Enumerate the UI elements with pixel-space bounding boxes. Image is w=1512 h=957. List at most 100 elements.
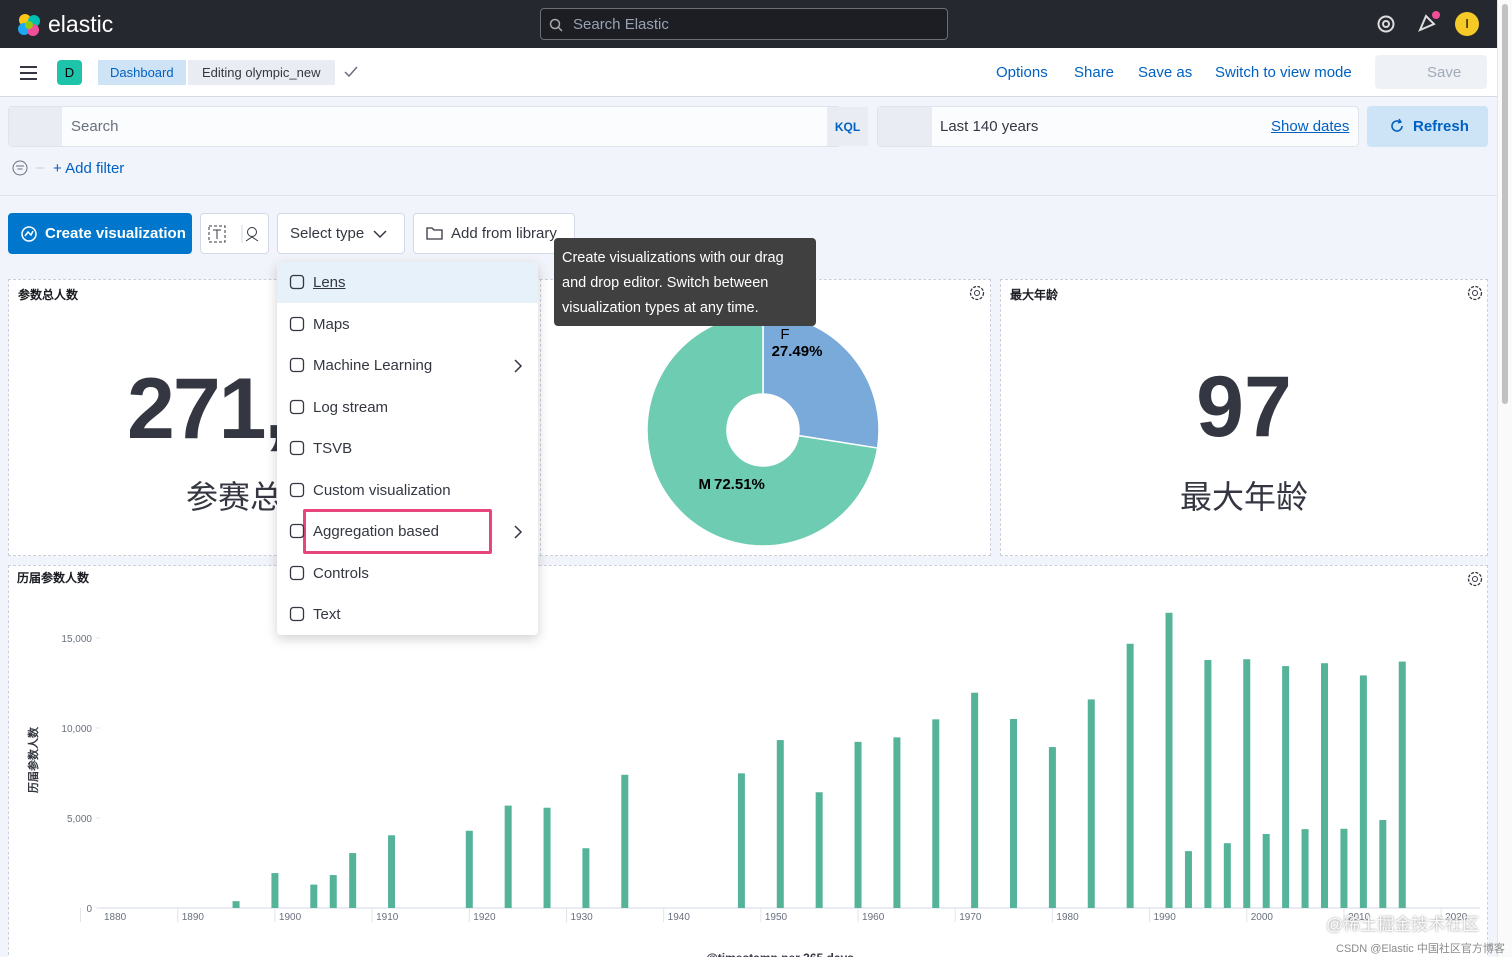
x-tick-label: 1910 [376,912,399,923]
x-tick-label: 1960 [862,912,885,923]
select-type-label: Select type [290,225,365,242]
icon-shape [289,357,305,373]
space-badge[interactable]: D [57,60,82,85]
menu-item[interactable]: TSVB [277,428,538,469]
bar [388,835,396,908]
save-as-link[interactable]: Save as [1138,64,1193,81]
menu-icon [289,440,305,456]
y-tick-label: 0 [86,904,92,915]
menu-label: Maps [313,315,350,333]
x-tick-label: 1940 [668,912,691,923]
add-filter[interactable]: + Add filter [53,160,125,177]
bar [1010,719,1018,908]
panel-settings[interactable] [1466,570,1484,588]
chevron-path [514,359,523,373]
quick-buttons[interactable] [200,213,269,254]
menu-item[interactable]: Machine Learning [277,345,538,386]
tooltip: Create visualizations with our drag and … [554,238,816,326]
create-label: Create visualization [45,225,186,242]
refresh-button[interactable]: Refresh [1367,106,1488,147]
bar [582,848,590,908]
menu-item[interactable]: Text [277,594,538,635]
quick-menu[interactable] [878,107,932,146]
menu-item[interactable]: Controls [277,553,538,594]
menu-label: Aggregation based [313,523,439,540]
bar [1087,699,1095,908]
menu-icon [289,482,305,497]
chevron-path [514,525,523,539]
slice-label: 27.49% [772,343,823,360]
icon-shape [289,482,305,497]
avatar[interactable]: I [1455,12,1479,36]
bar [310,884,318,908]
bar [932,719,940,908]
header: elastic Search Elastic I [0,0,1497,48]
saved-query-button[interactable] [9,107,62,146]
select-type[interactable]: Select type [277,213,405,254]
panel-title: 最大年龄 [1010,288,1059,302]
bar [1223,843,1231,908]
panel-settings[interactable] [968,284,986,302]
filter-icon [12,160,44,176]
slice-category: F [780,326,789,343]
bar [621,774,629,908]
bar [349,853,357,908]
add-from-library[interactable]: Add from library [413,213,575,254]
logo [18,14,40,36]
submenu-chevron [514,359,523,373]
options-link[interactable]: Options [996,64,1048,81]
x-tick-label: 1980 [1056,912,1079,923]
y-tick-label: 5,000 [67,814,92,825]
menu-item[interactable]: Log stream [277,387,538,428]
menu-item[interactable]: Aggregation based [277,511,538,552]
create-visualization[interactable]: Create visualization [8,213,192,254]
share-link[interactable]: Share [1074,64,1115,81]
panel-title: 历届参数人数 [17,570,90,585]
news-icon[interactable] [1416,10,1442,34]
menu-icon [289,606,305,622]
x-axis-label: @timestamp per 365 days [706,951,854,957]
check-icon [344,66,358,78]
save-button[interactable]: Save [1375,55,1487,89]
menu-label: TSVB [313,440,353,457]
x-tick-label: 1990 [1154,912,1177,923]
metric-value: 271, [127,361,288,457]
metric-label: 参赛总 [186,479,283,515]
date-picker[interactable]: Last 140 years Show dates [877,106,1359,147]
menu-icon [289,316,305,331]
menu-item[interactable]: Custom visualization [277,470,538,511]
breadcrumb[interactable]: Dashboard [98,60,186,85]
menu-label: Machine Learning [313,357,433,374]
menu-label: Custom visualization [313,481,451,499]
metric-value: 97 [1196,359,1292,455]
x-tick-label: 1880 [104,912,127,923]
global-search[interactable]: Search Elastic [540,8,948,40]
refresh-icon [1391,118,1403,132]
bar [1243,659,1251,908]
bar [971,692,979,908]
panel-settings[interactable] [1466,284,1484,302]
query-input[interactable]: Search [8,106,841,147]
panel-title: 参数总人数 [18,288,79,302]
icon-shape [289,606,305,622]
menu-item[interactable]: Maps [277,304,538,345]
menu-toggle[interactable] [19,65,39,81]
bar [271,873,279,908]
kql-toggle[interactable]: KQL [827,107,868,146]
pie-slice [646,313,879,547]
menu-label: Lens [313,274,346,291]
show-dates[interactable]: Show dates [1271,118,1350,135]
metric-panel: 最大年龄 97 最大年龄 [1000,279,1488,556]
y-tick-label: 15,000 [61,634,92,645]
x-tick-label: 1900 [279,912,302,923]
type-menu: Lens Maps Machine Learning Log stream TSVB Cu… [277,262,538,635]
view-mode-link[interactable]: Switch to view mode [1215,64,1352,81]
submenu-chevron [514,525,523,539]
x-tick-label: 1890 [182,912,205,923]
menu-item[interactable]: Lens [277,262,538,303]
watermark: CSDN @Elastic 中国社区官方博客 [1336,943,1505,955]
x-tick-label: 1920 [473,912,496,923]
help-icon[interactable] [1376,14,1396,34]
scrollbar[interactable] [1497,0,1512,957]
